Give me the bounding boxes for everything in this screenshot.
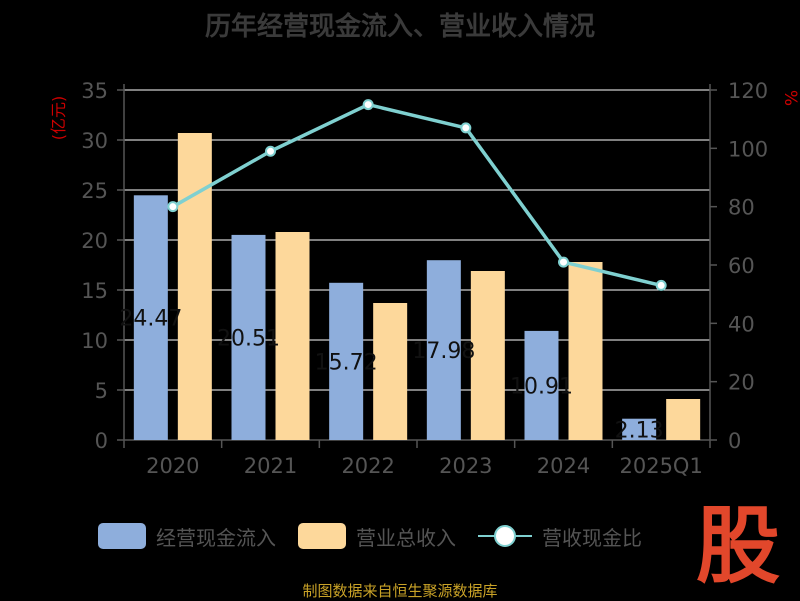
chart-legend: 经营现金流入 营业总收入 营收现金比 [98,518,664,554]
bar-revenue [666,399,701,440]
y-tick-label-left: 30 [81,129,108,153]
y-tick-label-left: 5 [95,379,108,403]
legend-label-revenue: 营业总收入 [356,525,456,550]
legend-item-revenue: 营业总收入 [298,522,456,551]
bar-revenue [373,303,408,440]
point-ratio [655,279,667,291]
y-axis-unit-left: (亿元) [49,96,68,141]
bar-cash-inflow [524,330,559,440]
legend-swatch-cash-inflow [98,523,146,549]
data-label-cash-inflow: 17.98 [412,339,475,364]
legend-item-ratio: 营收现金比 [478,522,642,551]
bar-revenue [275,232,310,440]
y-tick-label-right: 120 [728,79,768,103]
y-tick-label-left: 25 [81,179,108,203]
legend-swatch-ratio [478,523,532,549]
legend-item-cash-inflow: 经营现金流入 [98,522,276,551]
x-tick-label: 2025Q1 [619,454,702,478]
x-tick-label: 2022 [341,454,394,478]
data-label-cash-inflow: 24.47 [119,307,182,332]
x-tick-label: 2020 [146,454,199,478]
y-tick-label-right: 100 [728,137,768,161]
y-tick-label-left: 35 [81,79,108,103]
x-tick-label: 2023 [439,454,492,478]
legend-label-cash-inflow: 经营现金流入 [156,525,276,550]
data-label-cash-inflow: 20.51 [217,326,280,351]
point-ratio [362,99,374,111]
y-tick-label-right: 20 [728,371,755,395]
y-tick-label-left: 15 [81,279,108,303]
y-tick-label-left: 0 [95,429,108,453]
bar-cash-inflow [231,234,266,440]
bar-revenue [470,271,505,440]
y-tick-label-left: 20 [81,229,108,253]
y-tick-label-right: 80 [728,196,755,220]
point-ratio [167,201,179,213]
legend-swatch-revenue [298,523,346,549]
y-tick-label-right: 0 [728,429,741,453]
brand-logo: 股 [695,497,780,595]
y-tick-label-right: 40 [728,312,755,336]
legend-label-ratio: 营收现金比 [542,525,642,550]
x-tick-label: 2024 [537,454,590,478]
bar-cash-inflow [329,282,364,440]
series-line-ratio [171,102,662,288]
y-tick-label-right: 60 [728,254,755,278]
y-tick-label-left: 10 [81,329,108,353]
bar-cash-inflow [622,418,657,440]
chart-title: 历年经营现金流入、营业收入情况 [204,12,595,42]
source-note: 制图数据来自恒生聚源数据库 [302,582,498,600]
data-label-cash-inflow: 15.72 [315,350,378,375]
bar-revenue [568,262,603,440]
bar-revenue [177,133,212,440]
data-label-cash-inflow: 10.91 [510,374,573,399]
y-axis-unit-right: % [780,90,800,106]
data-label-cash-inflow: 2.13 [615,418,664,443]
x-tick-label: 2021 [244,454,297,478]
bar-cash-inflow [426,260,461,440]
point-ratio [460,122,472,134]
point-ratio [265,145,276,157]
point-ratio [558,256,569,268]
bar-cash-inflow [133,195,168,440]
